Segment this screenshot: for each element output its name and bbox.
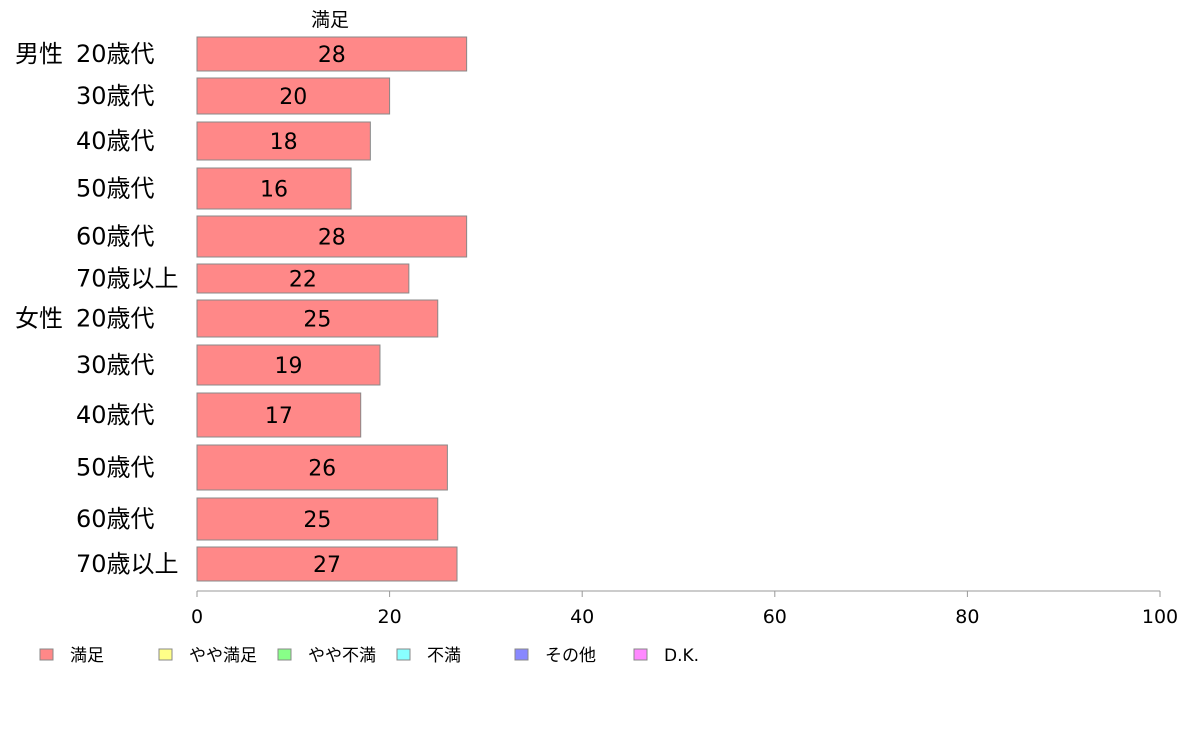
category-label: 70歳以上 <box>76 550 179 578</box>
group-label: 男性 <box>15 40 63 68</box>
x-tick-label: 0 <box>191 606 203 628</box>
bar <box>196 215 468 258</box>
legend-swatch <box>396 648 411 661</box>
x-tick-label: 60 <box>763 606 787 628</box>
data-label: 28 <box>318 43 346 68</box>
data-label: 25 <box>303 308 331 333</box>
bar <box>196 497 439 541</box>
bar <box>196 263 410 294</box>
category-label: 20歳代 <box>76 305 155 333</box>
category-label: 30歳代 <box>76 351 155 379</box>
category-label: 60歳代 <box>76 223 155 251</box>
category-label: 70歳以上 <box>76 265 179 293</box>
data-label: 26 <box>308 457 336 482</box>
legend-label: 満足 <box>70 646 104 666</box>
bar <box>196 121 371 161</box>
category-label: 50歳代 <box>76 175 155 203</box>
bar <box>196 36 468 72</box>
legend-label: 不満 <box>427 646 461 666</box>
data-label: 17 <box>265 404 293 429</box>
category-label: 40歳代 <box>76 127 155 155</box>
data-label: 19 <box>274 354 302 379</box>
legend-swatch <box>158 648 173 661</box>
bar <box>196 392 362 438</box>
legend-label: やや不満 <box>308 646 376 666</box>
series-header: 満足 <box>311 9 349 31</box>
legend-label: D.K. <box>664 646 699 666</box>
legend-label: その他 <box>545 646 596 666</box>
category-label: 30歳代 <box>76 82 155 110</box>
legend-swatch <box>633 648 648 661</box>
x-tick-label: 80 <box>955 606 979 628</box>
group-label: 女性 <box>15 305 63 333</box>
x-tick-label: 100 <box>1142 606 1178 628</box>
legend-swatch <box>39 648 54 661</box>
data-label: 27 <box>313 553 341 578</box>
data-label: 28 <box>318 226 346 251</box>
category-label: 40歳代 <box>76 401 155 429</box>
data-label: 22 <box>289 268 317 293</box>
category-label: 20歳代 <box>76 40 155 68</box>
bar <box>196 77 391 115</box>
x-tick-label: 20 <box>378 606 402 628</box>
legend-swatch <box>277 648 292 661</box>
data-label: 16 <box>260 178 288 203</box>
category-label: 60歳代 <box>76 505 155 533</box>
bar <box>196 546 458 582</box>
bar <box>196 344 381 386</box>
bar <box>196 444 448 491</box>
legend-swatch <box>514 648 529 661</box>
bar <box>196 167 352 210</box>
data-label: 25 <box>303 508 331 533</box>
x-tick-label: 40 <box>570 606 594 628</box>
legend-label: やや満足 <box>189 646 257 666</box>
category-label: 50歳代 <box>76 454 155 482</box>
data-label: 18 <box>270 130 298 155</box>
data-label: 20 <box>279 85 307 110</box>
bar <box>196 299 439 338</box>
